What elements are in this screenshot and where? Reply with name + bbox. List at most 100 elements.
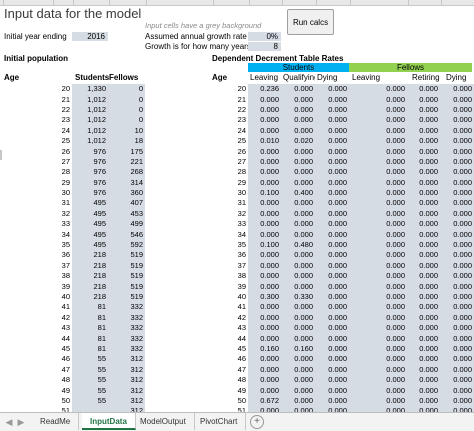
- tab-pivotchart[interactable]: PivotChart: [192, 413, 247, 430]
- rate-row[interactable]: 31 0.000 0.000 0.000 0.000 0.000 0.000: [212, 198, 474, 209]
- fellows-leaving-cell[interactable]: 0.000: [349, 208, 407, 220]
- students-cell[interactable]: 55: [72, 364, 108, 375]
- spreadsheet-grid[interactable]: Input data for the model Input cells hav…: [0, 0, 474, 412]
- fellows-retiring-cell[interactable]: 0.000: [407, 260, 440, 272]
- age-cell[interactable]: 22: [61, 104, 70, 114]
- fellows-retiring-cell[interactable]: 0.000: [407, 250, 440, 261]
- fellows-cell[interactable]: 312: [108, 395, 145, 407]
- fellows-cell[interactable]: 314: [108, 177, 145, 188]
- growth-rate-input[interactable]: 0%: [248, 32, 281, 41]
- fellows-cell[interactable]: 18: [108, 135, 145, 147]
- age-cell[interactable]: 38: [61, 271, 70, 281]
- students-cell[interactable]: 1,012: [72, 135, 108, 147]
- age-cell[interactable]: 41: [61, 302, 70, 312]
- age-cell[interactable]: 32: [237, 208, 246, 218]
- age-cell[interactable]: 27: [237, 156, 246, 166]
- age-cell[interactable]: 32: [61, 208, 70, 218]
- age-cell[interactable]: 31: [61, 198, 70, 208]
- students-cell[interactable]: 495: [72, 219, 108, 230]
- fellows-leaving-cell[interactable]: 0.000: [349, 94, 407, 105]
- fellows-dying-cell[interactable]: 0.000: [440, 302, 474, 313]
- rate-row[interactable]: 34 0.000 0.000 0.000 0.000 0.000 0.000: [212, 229, 474, 240]
- students-dying-cell[interactable]: 0.000: [315, 354, 349, 365]
- fellows-cell[interactable]: 360: [108, 187, 145, 199]
- tab-modeloutput[interactable]: ModelOutput: [132, 413, 195, 430]
- fellows-leaving-cell[interactable]: 0.000: [349, 302, 407, 313]
- rate-row[interactable]: 43 0.000 0.000 0.000 0.000 0.000 0.000: [212, 322, 474, 334]
- fellows-leaving-cell[interactable]: 0.000: [349, 395, 407, 407]
- fellows-retiring-cell[interactable]: 0.000: [407, 125, 440, 136]
- students-qualifying-cell[interactable]: 0.000: [281, 104, 315, 116]
- students-leaving-cell[interactable]: 0.100: [248, 239, 281, 251]
- fellows-cell[interactable]: 519: [108, 271, 145, 282]
- fellows-leaving-cell[interactable]: 0.000: [349, 406, 407, 412]
- fellows-dying-cell[interactable]: 0.000: [440, 229, 474, 240]
- students-qualifying-cell[interactable]: 0.000: [281, 94, 315, 105]
- population-row[interactable]: 37 218 519: [0, 260, 145, 272]
- students-leaving-cell[interactable]: 0.000: [248, 208, 281, 220]
- fellows-cell[interactable]: 221: [108, 156, 145, 168]
- students-qualifying-cell[interactable]: 0.000: [281, 385, 315, 396]
- students-qualifying-cell[interactable]: 0.020: [281, 135, 315, 147]
- rate-row[interactable]: 20 0.236 0.000 0.000 0.000 0.000 0.000: [212, 84, 474, 95]
- students-qualifying-cell[interactable]: 0.480: [281, 239, 315, 251]
- decrement-rates-table[interactable]: 20 0.236 0.000 0.000 0.000 0.000 0.000 21 0.000 0…: [212, 84, 474, 412]
- students-qualifying-cell[interactable]: 0.160: [281, 343, 315, 355]
- population-row[interactable]: 22 1,012 0: [0, 104, 145, 116]
- students-cell[interactable]: 1,330: [72, 84, 108, 95]
- fellows-dying-cell[interactable]: 0.000: [440, 281, 474, 292]
- students-dying-cell[interactable]: 0.000: [315, 333, 349, 344]
- fellows-dying-cell[interactable]: 0.000: [440, 333, 474, 344]
- tab-scroll-left-icon[interactable]: ◀: [5, 417, 13, 427]
- population-row[interactable]: 43 81 332: [0, 322, 145, 334]
- students-qualifying-cell[interactable]: 0.000: [281, 312, 315, 323]
- rate-row[interactable]: 45 0.160 0.160 0.000 0.000 0.000 0.000: [212, 343, 474, 355]
- age-cell[interactable]: 27: [61, 156, 70, 166]
- students-dying-cell[interactable]: 0.000: [315, 208, 349, 220]
- fellows-retiring-cell[interactable]: 0.000: [407, 156, 440, 168]
- students-dying-cell[interactable]: 0.000: [315, 115, 349, 126]
- students-dying-cell[interactable]: 0.000: [315, 156, 349, 168]
- students-dying-cell[interactable]: 0.000: [315, 229, 349, 240]
- growth-years-input[interactable]: 8: [248, 42, 281, 51]
- fellows-leaving-cell[interactable]: 0.000: [349, 187, 407, 199]
- population-row[interactable]: 23 1,012 0: [0, 115, 145, 126]
- fellows-retiring-cell[interactable]: 0.000: [407, 385, 440, 396]
- students-leaving-cell[interactable]: 0.000: [248, 312, 281, 323]
- fellows-dying-cell[interactable]: 0.000: [440, 364, 474, 375]
- fellows-dying-cell[interactable]: 0.000: [440, 343, 474, 355]
- fellows-retiring-cell[interactable]: 0.000: [407, 94, 440, 105]
- fellows-dying-cell[interactable]: 0.000: [440, 84, 474, 95]
- age-cell[interactable]: 44: [61, 333, 70, 343]
- age-cell[interactable]: 50: [61, 395, 70, 405]
- fellows-dying-cell[interactable]: 0.000: [440, 156, 474, 168]
- population-row[interactable]: 49 55 312: [0, 385, 145, 396]
- fellows-cell[interactable]: 312: [108, 385, 145, 396]
- initial-year-input[interactable]: 2016: [72, 32, 108, 41]
- students-dying-cell[interactable]: 0.000: [315, 239, 349, 251]
- rate-row[interactable]: 27 0.000 0.000 0.000 0.000 0.000 0.000: [212, 156, 474, 168]
- fellows-dying-cell[interactable]: 0.000: [440, 104, 474, 116]
- students-cell[interactable]: 55: [72, 385, 108, 396]
- rate-row[interactable]: 39 0.000 0.000 0.000 0.000 0.000 0.000: [212, 281, 474, 292]
- age-cell[interactable]: 37: [237, 260, 246, 270]
- fellows-cell[interactable]: 499: [108, 219, 145, 230]
- age-cell[interactable]: 45: [237, 343, 246, 353]
- students-leaving-cell[interactable]: 0.000: [248, 354, 281, 365]
- students-leaving-cell[interactable]: 0.000: [248, 374, 281, 386]
- age-cell[interactable]: 35: [61, 240, 70, 250]
- age-cell[interactable]: 48: [61, 375, 70, 385]
- rate-row[interactable]: 41 0.000 0.000 0.000 0.000 0.000 0.000: [212, 302, 474, 313]
- population-row[interactable]: 45 81 332: [0, 343, 145, 355]
- fellows-retiring-cell[interactable]: 0.000: [407, 198, 440, 209]
- fellows-leaving-cell[interactable]: 0.000: [349, 343, 407, 355]
- age-cell[interactable]: 44: [237, 333, 246, 343]
- fellows-cell[interactable]: 519: [108, 260, 145, 272]
- rate-row[interactable]: 28 0.000 0.000 0.000 0.000 0.000 0.000: [212, 167, 474, 178]
- age-cell[interactable]: 35: [237, 240, 246, 250]
- fellows-dying-cell[interactable]: 0.000: [440, 146, 474, 157]
- rate-row[interactable]: 37 0.000 0.000 0.000 0.000 0.000 0.000: [212, 260, 474, 272]
- age-cell[interactable]: 40: [61, 292, 70, 301]
- fellows-retiring-cell[interactable]: 0.000: [407, 104, 440, 116]
- age-cell[interactable]: 20: [237, 84, 246, 94]
